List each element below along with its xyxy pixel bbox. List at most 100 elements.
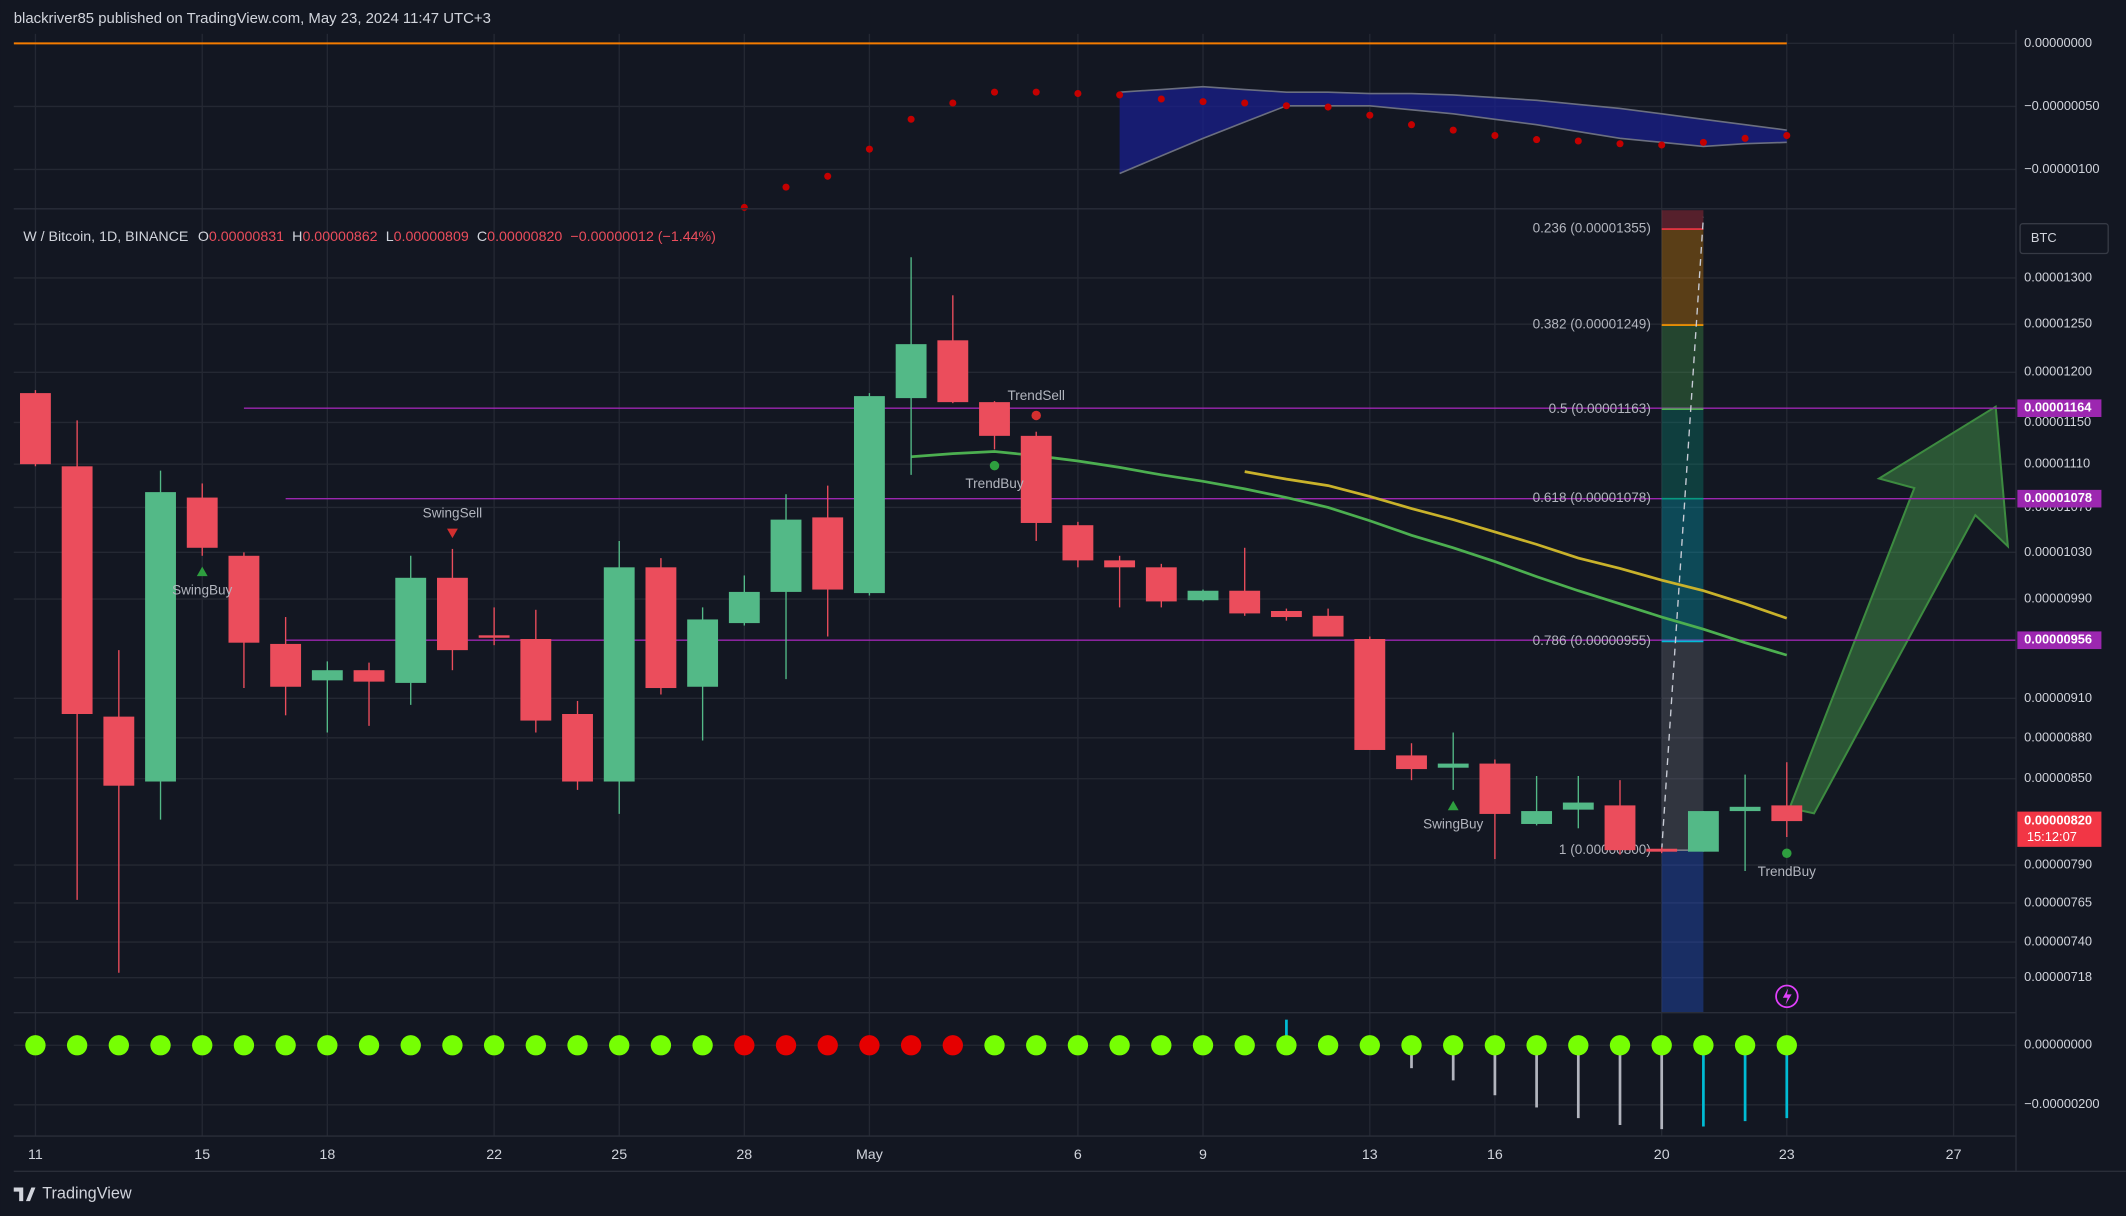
ohlc: O0.00000831 H0.00000862 L0.00000809 C0.0000… [198, 229, 716, 245]
signal-dot [1776, 1035, 1797, 1056]
x-tick-label: 20 [1654, 1147, 1670, 1163]
signal-dot [734, 1035, 755, 1056]
candle-body [979, 402, 1010, 436]
y-tick-label: 0.00001150 [2024, 414, 2091, 429]
x-tick-label: 15 [194, 1147, 210, 1163]
candle-body [1187, 590, 1219, 601]
y-tick-label: 0.00000740 [2024, 934, 2092, 949]
legend-value: 0.00000862 [302, 229, 377, 245]
published-note: blackriver85 published on TradingView.co… [14, 11, 491, 27]
fib-trend [1661, 216, 1705, 851]
candle-body [1562, 802, 1594, 810]
sar-dot [1199, 98, 1207, 106]
candle-body [1687, 811, 1719, 852]
candle-body [812, 517, 844, 590]
x-tick-label: 25 [611, 1147, 627, 1163]
currency-box[interactable] [2019, 223, 2109, 255]
level-price-box [2017, 631, 2102, 650]
candle-body [645, 567, 677, 689]
fib-band [1661, 229, 1704, 326]
axes: 11 15 18 22 25 28 May 6 9 13 16 20 23 27 0.00001300 0.0… [13, 29, 2126, 1172]
fib-label: 0.786 (0.00000955) [1533, 633, 1651, 648]
signal-label: SwingBuy [172, 583, 232, 598]
signal-dot [1401, 1035, 1422, 1056]
signal-dot [1734, 1035, 1756, 1056]
x-tick-label: 13 [1362, 1147, 1378, 1163]
moving-average [911, 450, 1788, 657]
y-tick-label: 0.00000880 [2024, 729, 2092, 744]
signal-dot [900, 1035, 922, 1056]
candle-body [1771, 805, 1803, 822]
signal-dot [692, 1035, 713, 1056]
fib-band [1661, 850, 1704, 1013]
sar-dot [740, 203, 748, 211]
sar-dot [1783, 132, 1791, 140]
sar-dot [1741, 134, 1749, 142]
level-price-label: 0.00001164 [2024, 400, 2092, 415]
y-tick-label: −0.00000200 [2024, 1096, 2099, 1111]
y-tick-label: 0.00000910 [2024, 690, 2092, 705]
sar-dot [1699, 138, 1707, 146]
signal-dot [1234, 1035, 1255, 1056]
signal-dot [1484, 1035, 1506, 1056]
y-tick-label: 0.00001110 [2024, 456, 2090, 471]
candle-body [228, 555, 260, 643]
sar-dot [1157, 95, 1165, 103]
sar-dot [1658, 141, 1666, 149]
candle-body [1437, 763, 1469, 768]
candle-body [478, 635, 510, 638]
y-tick-label: 0.00001300 [2024, 269, 2092, 284]
signal-dot [1693, 1035, 1714, 1056]
signal-dot [1067, 1035, 1089, 1056]
sar-dot [782, 183, 790, 191]
countdown: 15:12:07 [2027, 829, 2077, 844]
fib-label: 0.382 (0.00001249) [1533, 317, 1651, 332]
x-tick-label: 23 [1779, 1147, 1795, 1163]
cloud-upper [1119, 85, 1787, 131]
sar-dot [1032, 88, 1040, 96]
candle-body [145, 492, 176, 782]
legend-key: O [198, 229, 209, 245]
level-price-box [2017, 489, 2102, 508]
candle-body [1270, 611, 1302, 618]
candle-body [853, 396, 885, 594]
signal-dot [483, 1035, 505, 1056]
candle-body [1646, 848, 1678, 852]
sar-dot [1324, 103, 1332, 111]
signal-dot [775, 1035, 797, 1056]
signal-marker [196, 566, 208, 577]
sar-dot [1366, 111, 1374, 119]
signal-marker [447, 528, 458, 539]
sar-dot [907, 115, 915, 123]
signal-label: TrendSell [1007, 388, 1064, 403]
signal-marker [1782, 848, 1792, 859]
x-tick-label: 11 [28, 1147, 43, 1163]
fib-label: 0.618 (0.00001078) [1533, 490, 1651, 505]
level-price-box [2017, 399, 2102, 418]
signal-dot [1651, 1035, 1672, 1056]
currency: BTC [2031, 230, 2057, 245]
y-tick-label: 0.00001250 [2024, 316, 2092, 331]
signal-label: SwingSell [423, 505, 482, 520]
candle-body [61, 466, 93, 714]
candle-body [311, 670, 343, 681]
candle-body [1604, 805, 1636, 851]
signal-dot [1443, 1035, 1464, 1056]
x-tick-label: May [856, 1147, 884, 1163]
candle-body [687, 619, 719, 687]
last-price-label: 0.00000820 [2024, 813, 2092, 828]
signal-dot [1109, 1035, 1130, 1056]
signal-dot [525, 1035, 546, 1056]
y-tick-label: 0.00000718 [2024, 969, 2092, 984]
y-tick-label: 0.00001030 [2024, 544, 2092, 559]
level-price-label: 0.00001078 [2024, 490, 2092, 505]
signal-dot [66, 1035, 88, 1056]
candle-body [353, 670, 385, 682]
alert-icon[interactable] [1775, 984, 1799, 1009]
cloud-lower [1119, 104, 1787, 175]
y-tick-label: 0.00000000 [2024, 35, 2092, 50]
signal-dot [1526, 1035, 1547, 1056]
sar-dot [1574, 137, 1582, 145]
